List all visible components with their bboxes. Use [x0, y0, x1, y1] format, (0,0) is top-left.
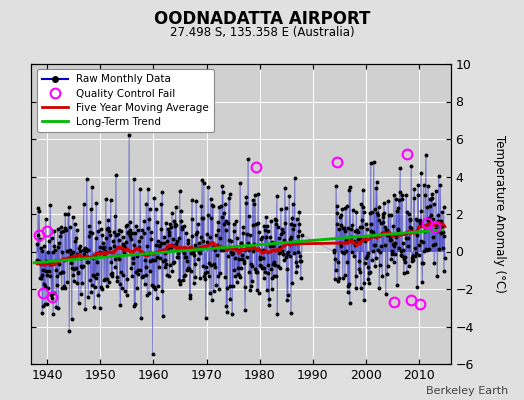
Y-axis label: Temperature Anomaly (°C): Temperature Anomaly (°C) — [493, 135, 506, 293]
Text: OODNADATTA AIRPORT: OODNADATTA AIRPORT — [154, 10, 370, 28]
Text: Berkeley Earth: Berkeley Earth — [426, 386, 508, 396]
Text: 27.498 S, 135.358 E (Australia): 27.498 S, 135.358 E (Australia) — [170, 26, 354, 39]
Legend: Raw Monthly Data, Quality Control Fail, Five Year Moving Average, Long-Term Tren: Raw Monthly Data, Quality Control Fail, … — [37, 69, 214, 132]
